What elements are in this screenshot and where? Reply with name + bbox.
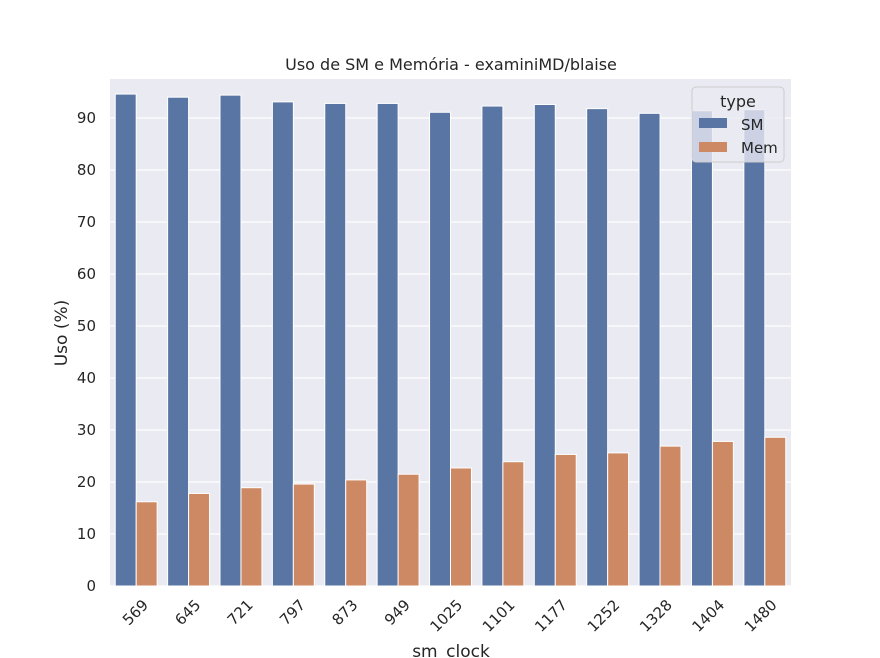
bar-mem-569 bbox=[135, 501, 158, 587]
bar-mem-797 bbox=[292, 483, 315, 587]
bar-sm-569 bbox=[114, 93, 137, 587]
x-tick-label: 873 bbox=[329, 596, 362, 629]
x-tick-label: 1480 bbox=[741, 596, 781, 636]
y-tick-label: 40 bbox=[77, 369, 96, 387]
bar-mem-1025 bbox=[450, 467, 472, 587]
bar-mem-1177 bbox=[554, 453, 577, 587]
bar-mem-1101 bbox=[502, 461, 525, 587]
chart-title: Uso de SM e Memória - examiniMD/blaise bbox=[285, 55, 617, 74]
y-axis-label: Uso (%) bbox=[52, 300, 72, 367]
bars bbox=[114, 93, 787, 587]
x-tick-label: 1025 bbox=[427, 596, 467, 636]
bar-sm-721 bbox=[219, 94, 242, 587]
x-tick-label: 569 bbox=[119, 596, 152, 629]
bar-sm-949 bbox=[376, 102, 399, 587]
x-tick-label: 645 bbox=[171, 596, 204, 629]
bar-sm-1101 bbox=[481, 105, 504, 587]
x-tick-label: 1252 bbox=[584, 596, 624, 636]
x-tick-label: 1328 bbox=[636, 596, 676, 636]
bar-sm-1404 bbox=[690, 110, 713, 587]
bar-sm-1480 bbox=[743, 109, 766, 587]
bar-mem-1480 bbox=[764, 436, 787, 587]
bar-sm-797 bbox=[271, 101, 294, 587]
bar-mem-645 bbox=[188, 492, 211, 587]
y-tick-label: 0 bbox=[86, 577, 96, 595]
bar-mem-1328 bbox=[659, 445, 682, 587]
legend-label-sm: SM bbox=[741, 116, 763, 134]
bar-sm-873 bbox=[324, 102, 347, 587]
x-axis-ticks: 569 645 721 797 873 949 1025 1101 1177 1252 1328 14… bbox=[119, 596, 781, 636]
x-tick-label: 1101 bbox=[479, 596, 519, 636]
legend-title: type bbox=[720, 92, 756, 111]
y-tick-label: 30 bbox=[77, 421, 96, 439]
x-tick-label: 797 bbox=[276, 596, 309, 629]
bar-mem-949 bbox=[397, 473, 420, 587]
legend[interactable]: type SM Mem bbox=[691, 86, 785, 163]
bar-sm-1328 bbox=[638, 112, 661, 587]
bar-sm-1025 bbox=[429, 111, 451, 587]
y-tick-label: 10 bbox=[77, 525, 96, 543]
x-axis-label: sm_clock bbox=[412, 642, 490, 658]
bar-mem-1404 bbox=[711, 440, 734, 587]
bar-sm-1252 bbox=[586, 108, 609, 587]
legend-swatch-sm bbox=[699, 118, 727, 128]
bar-mem-1252 bbox=[607, 452, 630, 587]
legend-label-mem: Mem bbox=[741, 139, 778, 157]
x-tick-label: 949 bbox=[381, 596, 414, 629]
bar-sm-645 bbox=[167, 96, 190, 587]
x-tick-label: 1177 bbox=[531, 596, 571, 636]
y-tick-label: 90 bbox=[77, 109, 96, 127]
bar-mem-721 bbox=[240, 487, 263, 587]
x-tick-label: 1404 bbox=[688, 596, 728, 636]
y-tick-label: 70 bbox=[77, 213, 96, 231]
y-tick-label: 80 bbox=[77, 161, 96, 179]
y-axis-ticks: 0 10 20 30 40 50 60 70 80 90 bbox=[77, 109, 96, 595]
bar-mem-873 bbox=[345, 479, 368, 587]
bar-sm-1177 bbox=[533, 103, 556, 587]
y-tick-label: 60 bbox=[77, 265, 96, 283]
y-tick-label: 50 bbox=[77, 317, 96, 335]
y-tick-label: 20 bbox=[77, 473, 96, 491]
x-tick-label: 721 bbox=[224, 596, 257, 629]
legend-swatch-mem bbox=[699, 142, 727, 152]
